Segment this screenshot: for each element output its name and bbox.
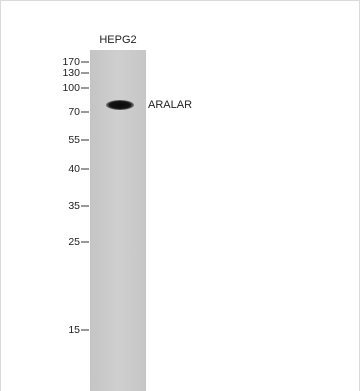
marker-label: 40 xyxy=(68,163,80,175)
marker-label: 15 xyxy=(68,324,80,336)
frame xyxy=(1,1,360,391)
blot-figure: HEPG2 170 130 100 70 55 40 35 25 15 ARAL… xyxy=(0,0,361,391)
marker-label: 130 xyxy=(62,67,80,79)
marker-label: 70 xyxy=(68,106,80,118)
lane-label: HEPG2 xyxy=(99,34,136,46)
band xyxy=(106,100,134,110)
band-label: ARALAR xyxy=(148,99,192,111)
marker-label: 100 xyxy=(62,82,80,94)
marker-label: 55 xyxy=(68,134,80,146)
marker-label: 35 xyxy=(68,200,80,212)
marker-label: 25 xyxy=(68,236,80,248)
